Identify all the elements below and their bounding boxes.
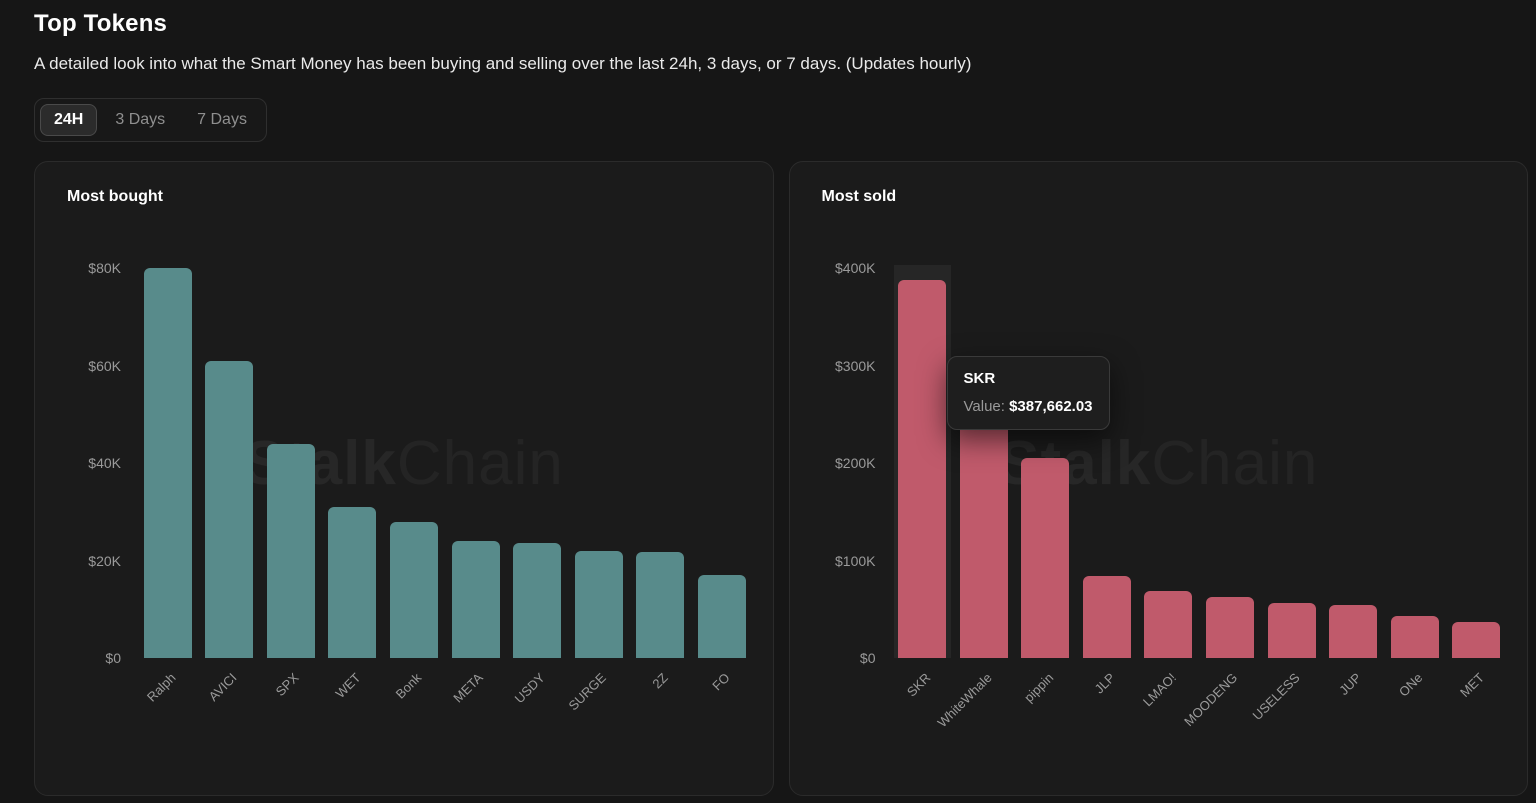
tooltip-token-name: SKR (963, 370, 996, 387)
bar-pippin[interactable] (1021, 458, 1070, 658)
chart-title-most-bought: Most bought (67, 188, 163, 205)
y-axis-tick: $0 (105, 650, 121, 666)
bar-LMAO![interactable] (1144, 590, 1193, 658)
y-axis-tick: $100K (835, 552, 876, 569)
x-axis-label: SURGE (565, 670, 610, 714)
bar-column-2Z[interactable]: 2Z (629, 268, 691, 691)
timeframe-tab-group: 24H 3 Days 7 Days (34, 98, 267, 142)
bar-column-AVICI[interactable]: AVICI (199, 268, 261, 704)
x-axis-label: USDY (511, 670, 548, 707)
bar-column-META[interactable]: META (445, 268, 507, 705)
bar-2Z[interactable] (636, 551, 685, 658)
x-axis-label: Bonk (393, 670, 425, 702)
bar-column-FO[interactable]: FO (691, 268, 753, 693)
y-axis-tick: $200K (835, 455, 876, 471)
bar-SKR[interactable] (898, 280, 947, 658)
bar-column-WhiteWhale[interactable]: WhiteWhale (934, 268, 1015, 730)
y-axis-tick: $80K (88, 260, 121, 276)
bar-ONe[interactable] (1390, 616, 1439, 658)
y-axis-tick: $0 (859, 650, 876, 666)
bar-META[interactable] (451, 541, 500, 658)
x-axis-label: USELESS (1249, 670, 1303, 724)
bar-column-SPX[interactable]: SPX (260, 268, 322, 699)
bar-SURGE[interactable] (574, 550, 623, 658)
x-axis-label: SPX (272, 670, 302, 700)
bar-column-MOODENG[interactable]: MOODENG (1181, 268, 1261, 729)
bar-column-WET[interactable]: WET (322, 268, 384, 701)
bar-column-LMAO![interactable]: LMAO! (1138, 268, 1200, 709)
x-axis-label: WhiteWhale (934, 670, 995, 731)
bar-column-USDY[interactable]: USDY (506, 268, 568, 706)
bar-column-MET[interactable]: MET (1445, 268, 1507, 700)
chart-tooltip: SKR Value: $387,662.03 (946, 356, 1110, 430)
y-axis-tick: $40K (88, 455, 121, 471)
x-axis-label: WET (331, 670, 364, 702)
bar-column-Ralph[interactable]: Ralph (137, 268, 199, 705)
x-axis-label: JLP (1091, 670, 1118, 697)
x-axis-label: LMAO! (1139, 670, 1180, 710)
bar-column-JLP[interactable]: JLP (1076, 268, 1138, 696)
x-axis-label: FO (708, 670, 733, 694)
x-axis-label: JUP (1335, 670, 1364, 698)
x-axis-label: META (450, 670, 487, 706)
bar-MOODENG[interactable] (1206, 596, 1254, 658)
bar-JLP[interactable] (1082, 576, 1131, 658)
bar-column-JUP[interactable]: JUP (1322, 268, 1384, 698)
bar-Ralph[interactable] (143, 268, 192, 658)
bar-column-pippin[interactable]: pippin (1015, 268, 1077, 705)
most-bought-card: Most bought StalkChain $0$20K$40K$60K$80… (34, 161, 774, 796)
bar-MET[interactable] (1452, 621, 1501, 658)
bar-column-USELESS[interactable]: USELESS (1249, 268, 1323, 723)
x-axis-label: pippin (1020, 670, 1056, 706)
bar-USELESS[interactable] (1267, 603, 1316, 658)
chart-title-most-sold: Most sold (821, 188, 897, 205)
bar-column-ONe[interactable]: ONe (1384, 268, 1446, 700)
bar-SPX[interactable] (266, 443, 315, 658)
page-title: Top Tokens (34, 10, 168, 37)
bar-JUP[interactable] (1329, 605, 1378, 658)
most-bought-chart: StalkChain $0$20K$40K$60K$80K RalphAVICI… (55, 260, 753, 713)
bars-area: Ralph AVICI SPX WET Bonk META USDY SURGE 2Z FO (137, 268, 753, 713)
x-axis-label: 2Z (649, 670, 671, 692)
bar-column-Bonk[interactable]: Bonk (383, 268, 445, 702)
x-axis-label: ONe (1395, 670, 1426, 700)
bar-WET[interactable] (328, 506, 377, 658)
tooltip-value: $387,662.03 (1009, 398, 1093, 415)
x-axis-label: MET (1456, 670, 1487, 701)
y-axis-tick: $400K (835, 260, 876, 276)
x-axis-label: AVICI (205, 670, 240, 704)
bar-column-SKR[interactable]: SKR (892, 265, 954, 700)
tab-3-days[interactable]: 3 Days (115, 111, 166, 128)
y-axis: $0 $20K $40K $60K $80K (55, 260, 137, 666)
x-axis-label: Ralph (143, 670, 179, 705)
y-axis-tick: $60K (88, 357, 121, 374)
charts-row: Most bought StalkChain $0$20K$40K$60K$80… (34, 161, 1528, 796)
most-sold-chart: StalkChain $0$100K$200K$300K$400K SKR Va… (810, 260, 1508, 730)
bar-column-SURGE[interactable]: SURGE (566, 268, 630, 713)
page-subtitle: A detailed look into what the Smart Mone… (34, 54, 972, 73)
bar-FO[interactable] (697, 575, 746, 658)
y-axis-tick: $300K (835, 357, 876, 374)
bar-Bonk[interactable] (389, 521, 438, 658)
tab-24h[interactable]: 24H (40, 104, 98, 136)
x-axis-label: SKR (903, 670, 933, 700)
y-axis-tick: $20K (88, 552, 121, 569)
tooltip-value-row: Value: $387,662.03 (964, 398, 1093, 415)
bar-AVICI[interactable] (205, 360, 254, 658)
tab-7-days[interactable]: 7 Days (197, 111, 247, 128)
y-axis: $0 $100K $200K $300K $400K (810, 260, 892, 666)
bar-USDY[interactable] (513, 543, 562, 658)
x-axis-label: MOODENG (1181, 670, 1241, 730)
most-sold-card: Most sold StalkChain $0$100K$200K$300K$4… (788, 161, 1528, 796)
tooltip-value-label: Value: (963, 398, 1005, 415)
bar-WhiteWhale[interactable] (959, 414, 1008, 658)
bars-area: SKR Value: $387,662.03 SKR WhiteWhale pipp… (892, 265, 1508, 730)
